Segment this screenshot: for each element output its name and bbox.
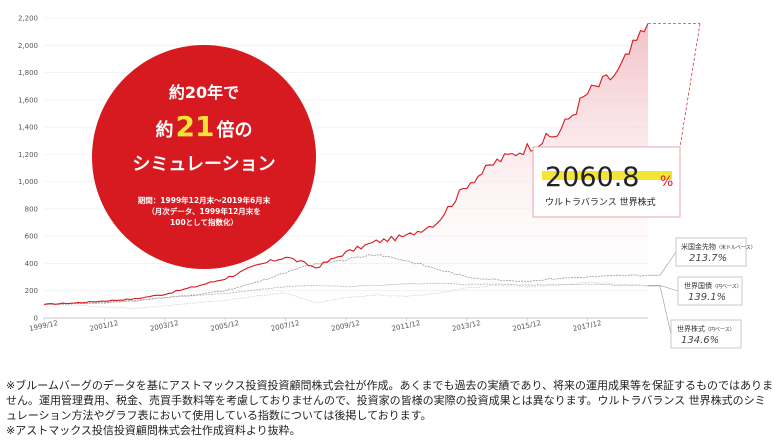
series-lines	[43, 23, 649, 309]
y-tick-label: 0	[34, 315, 38, 323]
chart: 0 200 400 600 800 1,000 1,200 1,400 1,600 1,800 2,…	[18, 15, 756, 349]
x-tick-label: 2003/12	[149, 319, 179, 333]
legend-gold-value: 213.7%	[689, 253, 727, 264]
y-tick-label: 1,600	[18, 96, 38, 104]
x-tick-label: 2017/12	[572, 319, 602, 333]
result-value: 2060.8	[545, 162, 639, 193]
legend-bonds-name: 世界国債（円ベース）	[684, 281, 742, 290]
guide-line-3	[648, 285, 672, 335]
footnote-1: ※ブルームバーグのデータを基にアストマックス投資投資顧問株式会社が作成。あくまで…	[6, 379, 774, 422]
legend-bonds-value: 139.1%	[688, 292, 726, 303]
legend-box-gold: 米国金先物（米ドルベース） 213.7%	[675, 237, 756, 267]
y-tick-label: 200	[25, 287, 38, 295]
callout-line2-pre: 約	[156, 119, 174, 141]
x-tick-label: 2005/12	[210, 319, 240, 333]
callout-line2: 約21 倍の	[156, 110, 253, 143]
y-tick-label: 800	[25, 205, 38, 213]
footnotes: ※ブルームバーグのデータを基にアストマックス投資投資顧問株式会社が作成。あくまで…	[6, 378, 776, 438]
result-box: 2060.8 % ウルトラバランス 世界株式	[532, 146, 681, 218]
legend-equity-name-text: 世界株式	[677, 324, 705, 333]
legend-equity-value: 134.6%	[681, 335, 719, 346]
series-line-1	[43, 23, 649, 305]
y-axis: 0 200 400 600 800 1,000 1,200 1,400 1,600 1,800 2,…	[18, 15, 38, 323]
legend-box-equity-frame	[670, 319, 742, 349]
guide-line-2	[648, 285, 679, 292]
y-tick-label: 1,000	[18, 178, 38, 186]
legend-box-equity: 世界株式（円ベース） 134.6%	[670, 319, 742, 349]
footnote-2: ※アストマックス投信投資顧問株式会社作成資料より抜粋。	[6, 424, 301, 437]
x-tick-label: 2007/12	[270, 319, 300, 333]
callout-circle	[92, 45, 316, 269]
y-tick-label: 1,200	[18, 151, 38, 159]
result-box-frame	[532, 146, 681, 218]
legend-gold-sub: （米ドルベース）	[716, 244, 756, 251]
result-highlight	[542, 171, 672, 180]
highlight-callout: 約20年で 約21 倍の シミュレーション 期間：1999年12月末～2019年6…	[92, 45, 316, 269]
y-tick-label: 600	[25, 233, 38, 241]
series-area-ultrabalance	[44, 23, 648, 318]
guide-red-diag	[679, 23, 701, 148]
legend-box-bonds: 世界国債（円ベース） 139.1%	[677, 276, 743, 306]
result-label: ウルトラバランス 世界株式	[545, 196, 656, 208]
x-axis: 1999/12 2001/12 2003/12 2005/12 2007/12 2009/…	[29, 317, 648, 333]
callout-multiplier: 21	[176, 110, 215, 143]
y-tick-label: 1,400	[18, 124, 38, 132]
legend-box-bonds-frame	[677, 276, 743, 306]
x-tick-label: 2011/12	[391, 319, 421, 333]
callout-line1: 約20年で	[169, 83, 239, 102]
x-tick-label: 2015/12	[512, 319, 542, 333]
x-tick-label: 2013/12	[451, 319, 481, 333]
legend-equity-name: 世界株式（円ベース）	[677, 324, 735, 333]
y-tick-label: 2,000	[18, 42, 38, 50]
x-tick-label: 2009/12	[331, 319, 361, 333]
y-tick-label: 400	[25, 260, 38, 268]
result-unit: %	[660, 174, 673, 190]
callout-line3: シミュレーション	[132, 154, 275, 175]
callout-line2-post: 倍の	[216, 119, 252, 141]
callout-period3: 100として指数化）	[170, 217, 238, 227]
x-tick-label: 2001/12	[89, 319, 119, 333]
legend-gold-name: 米国金先物（米ドルベース）	[681, 242, 756, 251]
series-area	[44, 23, 648, 318]
guide-line-1	[648, 251, 677, 276]
callout-period2: （月次データ、1999年12月末を	[147, 206, 261, 216]
y-tick-label: 1,800	[18, 69, 38, 77]
legend-bonds-name-text: 世界国債	[684, 281, 712, 290]
y-tick-label: 2,200	[18, 15, 38, 23]
callout-guides	[648, 23, 701, 335]
legend-gold-name-text: 米国金先物	[681, 242, 716, 251]
series-line-4	[43, 281, 649, 309]
callout-period1: 期間：1999年12月末～2019年6月末	[138, 195, 271, 205]
legend-equity-sub: （円ベース）	[705, 327, 735, 333]
legend-bonds-sub: （円ベース）	[712, 284, 742, 290]
series-line-2	[43, 254, 649, 305]
legend-box-gold-frame	[675, 237, 747, 267]
series-line-3	[44, 282, 649, 305]
